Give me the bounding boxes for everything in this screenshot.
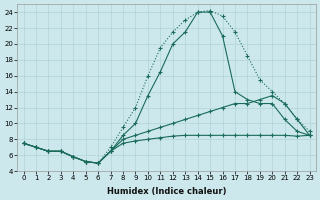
X-axis label: Humidex (Indice chaleur): Humidex (Indice chaleur) — [107, 187, 226, 196]
